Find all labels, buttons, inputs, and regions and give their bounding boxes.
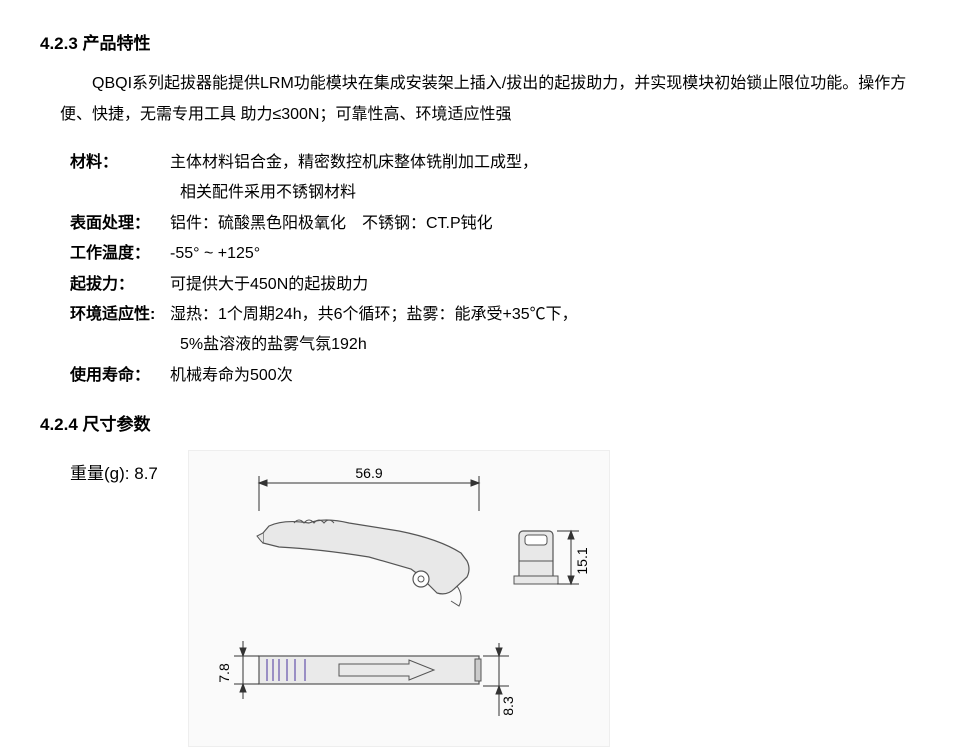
spec-row: 使用寿命：机械寿命为500次 xyxy=(70,361,936,391)
section-424-title: 4.2.4 尺寸参数 xyxy=(40,411,936,438)
spec-label: 材料： xyxy=(70,148,170,178)
dim-br-text: 8.3 xyxy=(500,696,516,716)
weight-value: 8.7 xyxy=(134,464,158,483)
section-number-2: 4.2.4 xyxy=(40,415,78,434)
spec-value: 主体材料铝合金，精密数控机床整体铣削加工成型， xyxy=(170,148,936,178)
section-title-text: 产品特性 xyxy=(83,34,151,53)
dim-top-text: 56.9 xyxy=(355,465,382,481)
spec-label: 起拔力： xyxy=(70,270,170,300)
section-423-title: 4.2.3 产品特性 xyxy=(40,30,936,57)
lever-side-view xyxy=(259,656,481,684)
spec-label: 使用寿命： xyxy=(70,361,170,391)
section-number: 4.2.3 xyxy=(40,34,78,53)
spec-value-cont: 相关配件采用不锈钢材料 xyxy=(180,178,936,208)
section-title-text-2: 尺寸参数 xyxy=(83,415,151,434)
intro-paragraph: QBQI系列起拔器能提供LRM功能模块在集成安装架上插入/拔出的起拔助力，并实现… xyxy=(60,69,936,130)
dimension-section: 重量(g): 8.7 56.9 xyxy=(40,450,936,747)
spec-value: 铝件：硫酸黑色阳极氧化 不锈钢：CT.P钝化 xyxy=(170,209,936,239)
spec-row: 工作温度：-55° ~ +125° xyxy=(70,239,936,269)
spec-row: 起拔力：可提供大于450N的起拔助力 xyxy=(70,270,936,300)
spec-value: 可提供大于450N的起拔助力 xyxy=(170,270,936,300)
spec-label: 工作温度： xyxy=(70,239,170,269)
technical-drawing: 56.9 xyxy=(188,450,610,747)
weight-line: 重量(g): 8.7 xyxy=(70,460,158,487)
spec-value: 机械寿命为500次 xyxy=(170,361,936,391)
weight-label: 重量(g): xyxy=(70,464,130,483)
spec-value: 湿热：1个周期24h，共6个循环；盐雾：能承受+35℃下， xyxy=(170,300,936,330)
spec-label: 表面处理： xyxy=(70,209,170,239)
spec-table: 材料：主体材料铝合金，精密数控机床整体铣削加工成型，相关配件采用不锈钢材料表面处… xyxy=(70,148,936,391)
spec-value-cont: 5%盐溶液的盐雾气氛192h xyxy=(180,330,936,360)
spec-row: 表面处理：铝件：硫酸黑色阳极氧化 不锈钢：CT.P钝化 xyxy=(70,209,936,239)
spec-row: 材料：主体材料铝合金，精密数控机床整体铣削加工成型， xyxy=(70,148,936,178)
spec-row: 环境适应性:湿热：1个周期24h，共6个循环；盐雾：能承受+35℃下， xyxy=(70,300,936,330)
spec-label: 环境适应性: xyxy=(70,300,170,330)
lever-top-view xyxy=(257,520,469,606)
dim-left-text: 7.8 xyxy=(216,663,232,683)
bracket-part xyxy=(514,531,558,584)
dim-right-text: 15.1 xyxy=(574,547,590,574)
spec-value: -55° ~ +125° xyxy=(170,239,936,269)
weight-block: 重量(g): 8.7 xyxy=(40,450,158,487)
